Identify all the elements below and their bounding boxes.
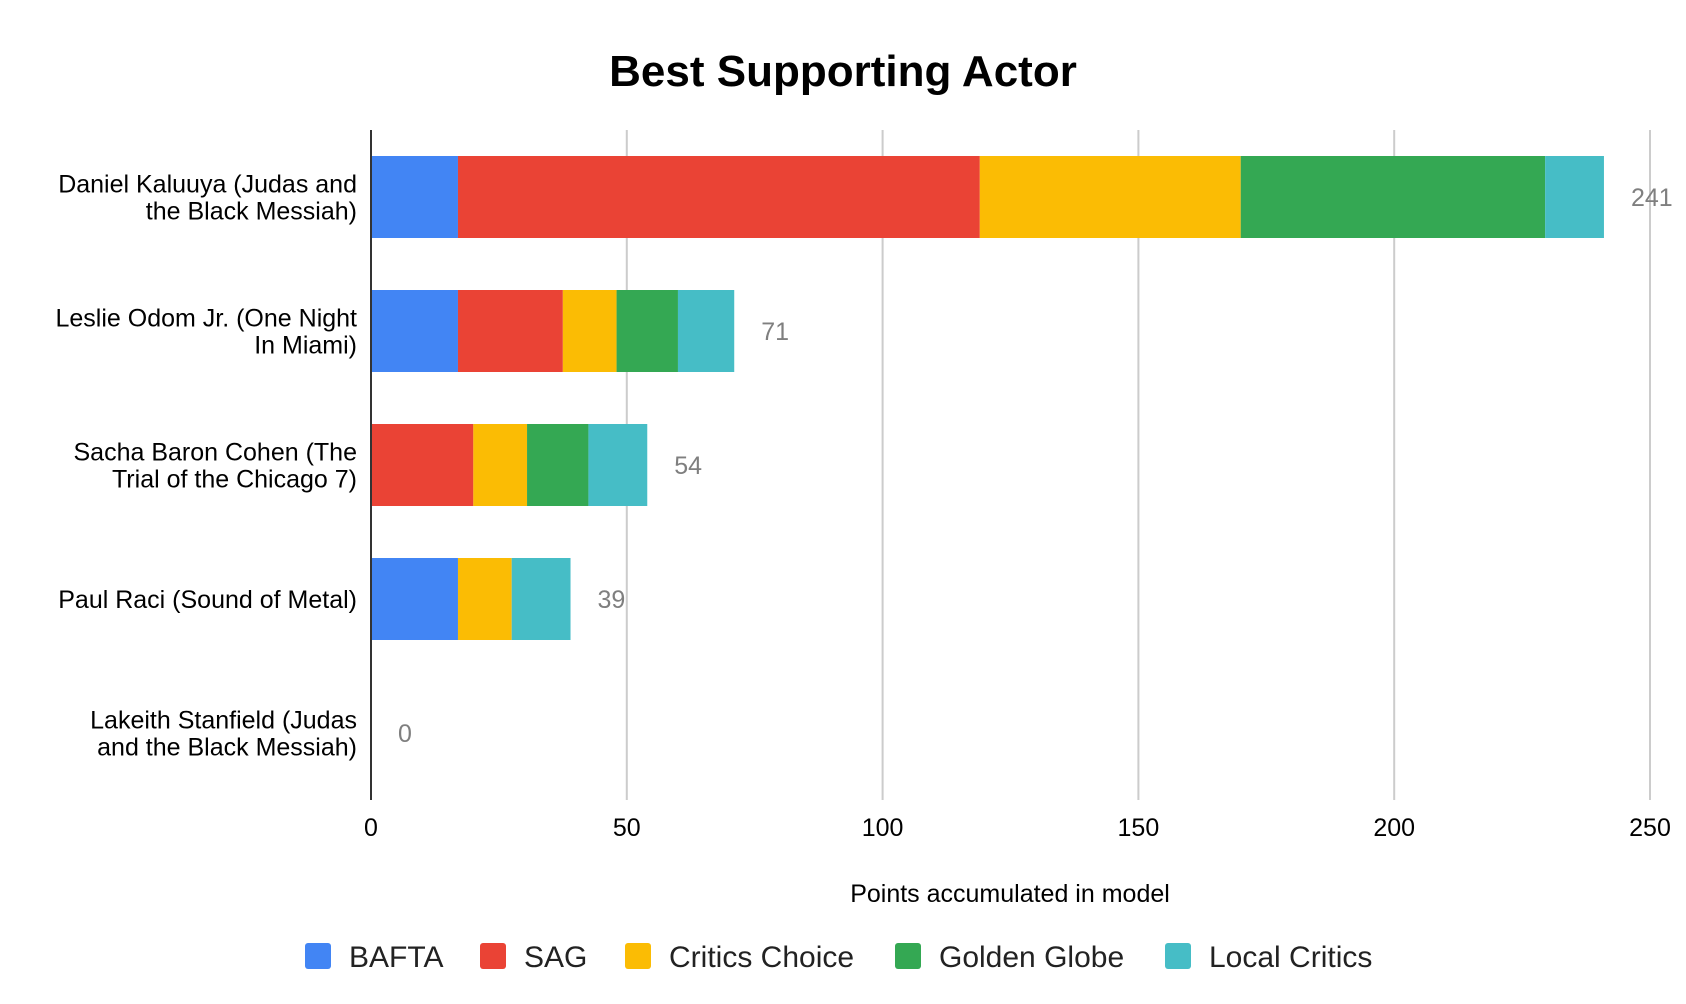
- category-label: Sacha Baron Cohen (The Trial of the Chica…: [73, 439, 357, 494]
- x-tick-label: 100: [862, 814, 904, 842]
- category-label: Daniel Kaluuya (Judas and the Black Messi…: [58, 171, 357, 226]
- total-label: 54: [674, 452, 702, 480]
- legend-swatch: [1165, 943, 1191, 969]
- bar-segment: [1545, 156, 1604, 238]
- category-label-line: Leslie Odom Jr. (One Night: [55, 305, 357, 333]
- x-tick-labels: 0 50 100 150 200 250: [364, 814, 1671, 842]
- category-label-line: Lakeith Stanfield (Judas: [90, 707, 357, 735]
- category-label-line: and the Black Messiah): [97, 734, 357, 762]
- category-label-line: the Black Messiah): [146, 198, 357, 226]
- bar-segment: [371, 424, 474, 506]
- category-label-line: Trial of the Chicago 7): [112, 466, 357, 494]
- total-label: 39: [598, 586, 626, 614]
- legend: BAFTA SAG Critics Choice Golden Globe Local …: [305, 941, 1372, 974]
- total-label: 71: [761, 318, 789, 346]
- legend-label: Critics Choice: [669, 941, 854, 974]
- x-axis-title: Points accumulated in model: [850, 880, 1170, 908]
- x-tick-label: 250: [1629, 814, 1671, 842]
- legend-label: SAG: [524, 941, 587, 974]
- x-tick-label: 50: [613, 814, 641, 842]
- category-label-line: In Miami): [254, 332, 357, 360]
- category-label-line: Sacha Baron Cohen (The: [73, 439, 357, 467]
- bar-segment: [562, 290, 617, 372]
- legend-label: BAFTA: [349, 941, 443, 974]
- category-label: Paul Raci (Sound of Metal): [58, 586, 357, 614]
- category-label: Leslie Odom Jr. (One Night In Miami): [55, 305, 357, 360]
- bar-segment: [457, 156, 980, 238]
- bar-segment: [527, 424, 589, 506]
- category-labels: Daniel Kaluuya (Judas and the Black Messi…: [55, 171, 357, 762]
- legend-swatch: [480, 943, 506, 969]
- bars: [371, 156, 1604, 640]
- legend-label: Local Critics: [1209, 941, 1372, 974]
- bar-segment: [1240, 156, 1546, 238]
- total-labels: 241 71 54 39 0: [398, 184, 1673, 748]
- category-label-line: Daniel Kaluuya (Judas and: [58, 171, 357, 199]
- bar-segment: [457, 290, 563, 372]
- legend-swatch: [895, 943, 921, 969]
- bar-segment: [371, 290, 458, 372]
- legend-swatch: [625, 943, 651, 969]
- gridlines: [625, 130, 1651, 800]
- x-tick-label: 150: [1118, 814, 1160, 842]
- bar-segment: [473, 424, 528, 506]
- bar-segment: [677, 290, 735, 372]
- bar-segment: [616, 290, 678, 372]
- total-label: 241: [1631, 184, 1673, 212]
- chart-title: Best Supporting Actor: [609, 47, 1077, 96]
- bar-segment: [371, 558, 458, 640]
- legend-label: Golden Globe: [939, 941, 1124, 974]
- total-label: 0: [398, 720, 412, 748]
- bar-segment: [371, 156, 458, 238]
- x-tick-label: 200: [1373, 814, 1415, 842]
- category-label: Lakeith Stanfield (Judas and the Black Me…: [90, 707, 357, 762]
- bar-segment: [457, 558, 512, 640]
- x-tick-label: 0: [364, 814, 378, 842]
- bar-segment: [979, 156, 1241, 238]
- legend-swatch: [305, 943, 331, 969]
- bar-segment: [511, 558, 571, 640]
- category-label-line: Paul Raci (Sound of Metal): [58, 586, 357, 614]
- bar-segment: [588, 424, 648, 506]
